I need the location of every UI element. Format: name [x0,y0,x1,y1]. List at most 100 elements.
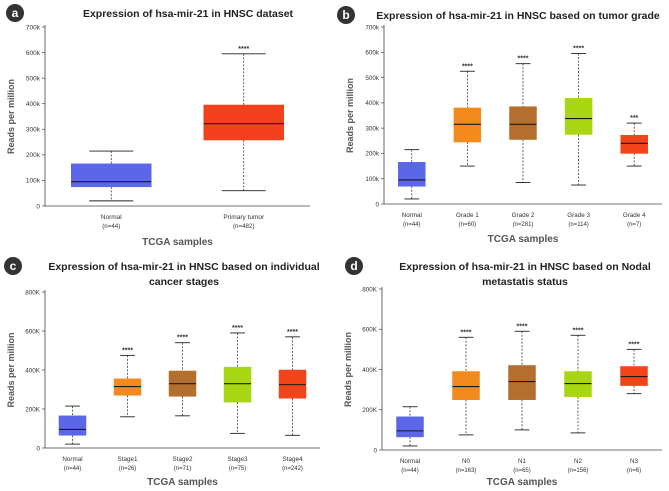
iqr-box [396,416,424,438]
iqr-box [58,415,87,436]
box-1: **** Primary tumor (n=482) [203,46,284,230]
sample-count: (n=156) [568,468,589,474]
box-2: **** N1 (n=65) [508,323,536,474]
iqr-box [509,106,537,140]
box-1: **** Stage1 (n=26) [113,347,142,472]
y-tick-label: 0 [373,447,377,454]
box-0: Normal (n=44) [396,406,424,474]
y-tick-label: 600k [365,50,380,57]
x-tick-label: Normal [402,212,422,219]
box-0: Normal (n=44) [71,150,152,230]
panel-d: d Expression of hsa-mir-21 in HNSC based … [343,257,662,488]
y-tick-label: 800K [362,286,378,293]
y-tick-label: 100k [365,176,380,183]
significance-marker: **** [232,325,243,332]
y-tick-label: 400k [26,101,41,108]
iqr-box [452,371,480,400]
y-tick-label: 500k [26,75,41,82]
sample-count: (n=163) [456,468,477,474]
sample-count: (n=44) [403,222,421,228]
y-tick-label: 500k [365,75,380,82]
iqr-box [453,107,482,143]
iqr-box [564,98,593,135]
chart-title: metastatis status [482,276,568,288]
panel-label: b [342,8,349,22]
significance-marker: **** [573,327,584,334]
y-axis-label: Reads per million [6,79,16,154]
sample-count: (n=75) [229,466,247,472]
y-tick-label: 200k [26,152,41,159]
x-tick-label: Primary tumor [223,214,265,221]
box-1: **** Grade 1 (n=60) [453,63,482,228]
x-tick-label: Stage2 [173,456,193,463]
significance-marker: **** [629,341,640,348]
sample-count: (n=44) [401,468,419,474]
significance-marker: **** [573,46,584,53]
chart-title: Expression of hsa-mir-21 in HNSC based o… [399,261,651,273]
panel-badge [6,4,24,22]
chart-title: cancer stages [149,276,219,288]
box-0: Normal (n=44) [398,149,426,228]
box-4: *** Grade 4 (n=7) [620,115,648,228]
x-tick-label: N0 [462,458,471,465]
sample-count: (n=60) [459,222,477,228]
sample-count: (n=7) [627,222,641,228]
y-tick-label: 300k [365,125,380,132]
x-axis-label: TCGA samples [488,234,559,245]
panel-badge [4,257,22,275]
significance-marker: **** [517,323,528,330]
iqr-box [508,365,536,400]
sample-count: (n=26) [119,466,137,472]
box-3: **** Grade 3 (n=114) [564,46,593,228]
x-tick-label: Stage1 [118,456,138,463]
y-tick-label: 700k [26,24,41,31]
panel-label: a [12,6,19,20]
panel-c: c Expression of hsa-mir-21 in HNSC based … [4,257,320,488]
y-axis-label: Reads per million [343,332,353,407]
y-axis-label: Reads per million [345,78,355,153]
y-tick-label: 300k [26,127,41,134]
y-tick-label: 400K [362,367,378,374]
sample-count: (n=242) [282,466,303,472]
y-tick-label: 0 [36,203,40,210]
iqr-box [203,104,284,141]
box-2: **** Stage2 (n=71) [168,335,197,472]
y-tick-label: 700k [365,24,380,31]
sample-count: (n=6) [627,468,641,474]
panel-badge [345,257,363,275]
x-tick-label: N1 [518,458,527,465]
significance-marker: **** [461,329,472,336]
box-3: **** Stage3 (n=75) [223,325,252,472]
y-tick-label: 400K [25,367,41,374]
panel-badge [337,6,355,24]
panel-a: a Expression of hsa-mir-21 in HNSC datase… [6,4,310,248]
y-axis-label: Reads per million [6,332,16,407]
x-axis-label: TCGA samples [487,477,558,488]
x-tick-label: Grade 3 [567,212,590,219]
significance-marker: **** [518,56,529,63]
y-tick-label: 600k [26,50,41,57]
y-tick-label: 400k [365,100,380,107]
iqr-box [223,366,252,403]
sample-count: (n=114) [568,222,588,228]
box-3: **** N2 (n=156) [564,327,592,474]
sample-count: (n=44) [102,223,120,230]
x-tick-label: N2 [574,458,583,465]
sample-count: (n=71) [174,466,192,472]
sample-count: (n=482) [233,223,255,230]
significance-marker: *** [630,115,638,122]
x-tick-label: Normal [62,456,82,463]
significance-marker: **** [462,63,473,70]
x-tick-label: N3 [630,458,639,465]
y-tick-label: 200K [25,406,41,413]
x-axis-label: TCGA samples [142,237,213,248]
box-0: Normal (n=44) [58,405,87,472]
box-4: **** Stage4 (n=242) [278,329,307,472]
x-tick-label: Grade 4 [623,212,646,219]
y-tick-label: 200k [365,151,380,158]
y-tick-label: 600K [25,328,41,335]
panel-label: c [10,259,17,273]
y-tick-label: 100k [26,178,41,185]
box-1: **** N0 (n=163) [452,329,480,474]
